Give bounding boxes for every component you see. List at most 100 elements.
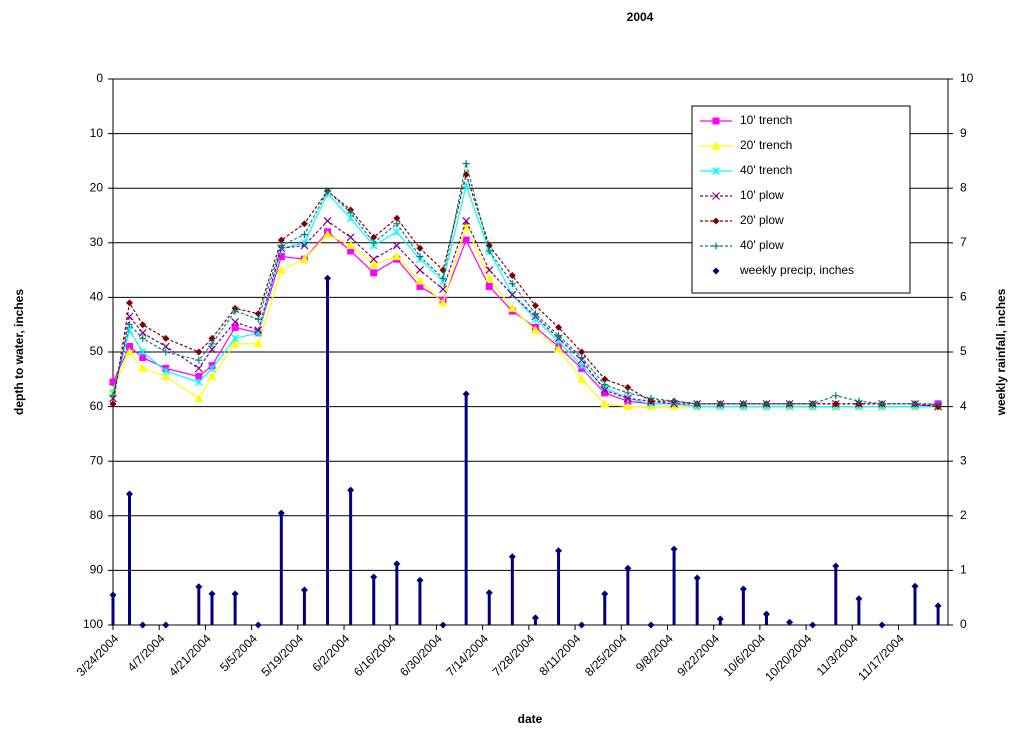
marker — [109, 400, 117, 408]
marker — [934, 602, 942, 610]
marker — [531, 302, 539, 310]
marker — [462, 171, 470, 179]
marker — [324, 187, 332, 195]
legend-label: 20' plow — [740, 213, 784, 227]
y2-tick-label: 6 — [960, 290, 967, 304]
marker — [347, 209, 355, 217]
marker — [208, 364, 216, 373]
marker — [254, 621, 262, 629]
marker — [126, 490, 134, 498]
marker — [415, 276, 425, 285]
chart-title: 2004 — [627, 10, 654, 24]
marker — [370, 269, 378, 277]
marker — [670, 545, 678, 553]
marker — [109, 378, 117, 386]
marker — [230, 339, 240, 348]
marker — [623, 402, 633, 411]
marker — [439, 621, 447, 629]
marker — [693, 574, 701, 582]
marker — [878, 621, 886, 629]
marker — [712, 167, 720, 175]
x-tick-label: 4/21/2004 — [166, 631, 214, 679]
marker — [855, 595, 863, 603]
x-tick-label: 6/30/2004 — [397, 631, 445, 679]
marker — [161, 342, 170, 351]
legend-label: 40' trench — [740, 163, 792, 177]
marker — [299, 254, 309, 263]
y-tick-label: 30 — [90, 235, 104, 249]
marker — [208, 590, 216, 598]
marker — [277, 252, 285, 260]
marker — [712, 117, 720, 125]
x-tick-label: 8/11/2004 — [536, 631, 583, 678]
marker — [416, 576, 424, 584]
marker — [277, 236, 285, 244]
marker — [162, 334, 170, 342]
y2-tick-label: 5 — [960, 344, 967, 358]
y2-tick-label: 9 — [960, 126, 967, 140]
marker — [578, 353, 586, 361]
legend-label: 10' plow — [740, 188, 784, 202]
x-tick-label: 9/8/2004 — [633, 631, 676, 674]
marker — [693, 400, 701, 408]
marker — [508, 553, 516, 561]
marker — [508, 272, 516, 280]
y2-tick-label: 1 — [960, 563, 967, 577]
marker — [416, 252, 424, 260]
marker — [161, 367, 170, 376]
marker — [231, 323, 239, 331]
marker — [601, 381, 609, 389]
marker — [323, 217, 332, 225]
marker — [508, 280, 516, 288]
marker — [138, 348, 147, 356]
y2-tick-label: 0 — [960, 617, 967, 631]
x-tick-label: 9/22/2004 — [674, 631, 722, 679]
marker — [126, 321, 134, 329]
marker — [139, 334, 147, 342]
y-tick-label: 80 — [90, 508, 104, 522]
legend-label: 40' plow — [740, 238, 784, 252]
marker — [109, 392, 117, 400]
marker — [416, 266, 424, 275]
marker — [126, 299, 134, 307]
marker — [231, 334, 240, 343]
marker — [253, 339, 263, 348]
x-tick-label: 10/20/2004 — [762, 631, 815, 684]
marker — [126, 343, 134, 351]
marker — [300, 231, 308, 239]
marker — [195, 583, 203, 591]
marker — [601, 375, 609, 383]
marker — [809, 400, 817, 408]
marker — [934, 400, 942, 408]
marker — [207, 372, 217, 381]
marker — [911, 400, 919, 408]
y2-tick-label: 8 — [960, 180, 967, 194]
marker — [832, 400, 840, 408]
marker — [739, 400, 747, 408]
marker — [109, 591, 117, 599]
y-tick-label: 0 — [96, 71, 103, 85]
y-tick-label: 10 — [90, 126, 104, 140]
marker — [911, 582, 919, 590]
marker — [324, 274, 332, 282]
marker — [392, 251, 402, 260]
marker — [508, 290, 517, 299]
marker — [195, 373, 203, 381]
marker — [346, 241, 356, 250]
x-tick-label: 5/5/2004 — [217, 631, 260, 674]
marker — [416, 282, 424, 290]
marker — [554, 344, 564, 353]
marker — [530, 325, 540, 334]
x-tick-label: 11/17/2004 — [855, 631, 907, 683]
x-tick-label: 11/3/2004 — [814, 631, 861, 678]
marker — [762, 400, 770, 408]
marker — [208, 345, 216, 354]
marker — [125, 347, 135, 356]
marker — [254, 326, 263, 335]
marker — [300, 220, 308, 228]
y-tick-label: 90 — [90, 563, 104, 577]
marker — [578, 621, 586, 629]
marker — [347, 486, 355, 494]
marker — [855, 397, 863, 405]
